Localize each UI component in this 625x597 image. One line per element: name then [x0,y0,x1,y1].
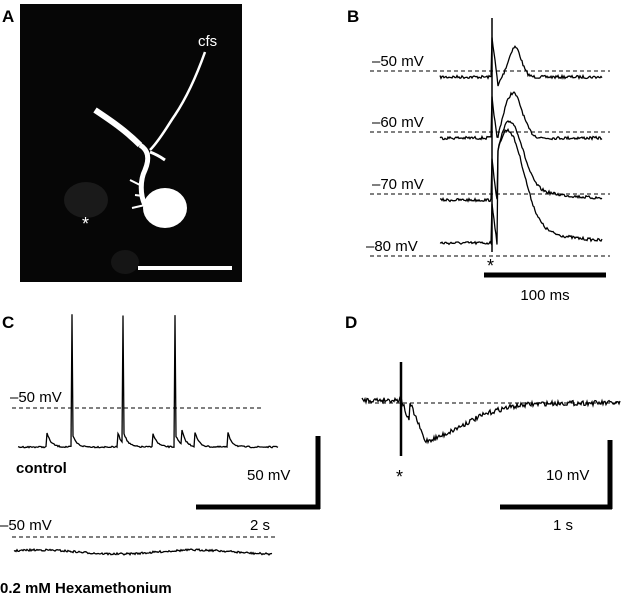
panel-label: C [2,313,14,332]
condition-label: 0.2 mM Hexamethonium [0,580,172,597]
potential-label: –50 mV [10,389,62,406]
background-cell [111,250,139,274]
trace [439,120,603,203]
scale-label: 100 ms [520,287,569,304]
micrograph [20,4,242,282]
potential-label: –50 mV [0,517,52,534]
panel-label: A [2,7,14,26]
scale-label: 50 mV [247,467,290,484]
background-cell [64,182,108,218]
potential-label: –60 mV [372,114,424,131]
potential-label: –80 mV [366,238,418,255]
potential-label: –50 mV [372,53,424,70]
condition-label: control [16,460,67,477]
stimulus-marker: * [396,467,403,487]
marker: * [82,214,89,234]
neuron [93,51,207,228]
scale-label: 2 s [250,517,270,534]
scale-label: 10 mV [546,467,589,484]
trace [439,91,603,141]
process-label: cfs [198,33,217,50]
panel-label: D [345,313,357,332]
trace [13,547,273,556]
trace [439,37,603,87]
potential-label: –70 mV [372,176,424,193]
stimulus-marker: * [487,256,494,276]
panel-label: B [347,7,359,26]
trace [17,314,279,449]
trace [439,127,603,246]
scale-label: 1 s [553,517,573,534]
trace [361,395,621,445]
